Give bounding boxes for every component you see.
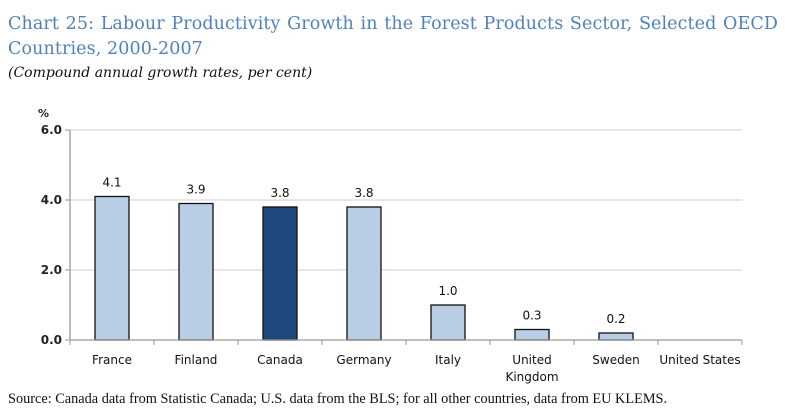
x-tick-label: Sweden: [592, 353, 639, 367]
y-tick-label: 4.0: [41, 193, 62, 207]
bar: [262, 206, 298, 341]
chart-title: Chart 25: Labour Productivity Growth in …: [8, 14, 778, 59]
y-tick-label: 0.0: [41, 333, 62, 347]
bar: [514, 328, 550, 341]
chart-subtitle: (Compound annual growth rates, per cent): [8, 65, 313, 81]
x-tick-label: France: [92, 353, 132, 367]
y-tick-label: 2.0: [41, 263, 62, 277]
y-tick-label: 6.0: [41, 123, 62, 137]
data-label: 3.9: [186, 183, 205, 197]
x-tick-label: United: [512, 353, 551, 367]
data-label: 4.1: [102, 176, 121, 190]
y-axis-label: %: [38, 107, 49, 120]
x-tick-label: Canada: [257, 353, 303, 367]
source-note: Source: Canada data from Statistic Canad…: [8, 391, 668, 407]
data-label: 3.8: [270, 186, 289, 200]
data-label: 0.2: [606, 312, 625, 326]
x-tick-label: Kingdom: [505, 370, 558, 384]
data-label: 1.0: [438, 284, 457, 298]
gridlines: [70, 129, 742, 271]
x-tick-label: Italy: [435, 353, 461, 367]
bar: [430, 304, 466, 341]
bar: [598, 332, 634, 341]
x-tick-label: United States: [659, 353, 740, 367]
x-tick-label: Finland: [175, 353, 218, 367]
bar: [94, 195, 130, 341]
labels: 0.0 2.0 4.0 6.0 4.1 France 3.9 Finland 3.8 Canada…: [41, 123, 741, 384]
data-label: 0.3: [522, 309, 541, 323]
data-label: 3.8: [354, 186, 373, 200]
bar: [178, 202, 214, 341]
x-tick-label: Germany: [336, 353, 391, 367]
bars: [94, 195, 634, 341]
bar: [346, 206, 382, 341]
axes: [65, 129, 743, 345]
